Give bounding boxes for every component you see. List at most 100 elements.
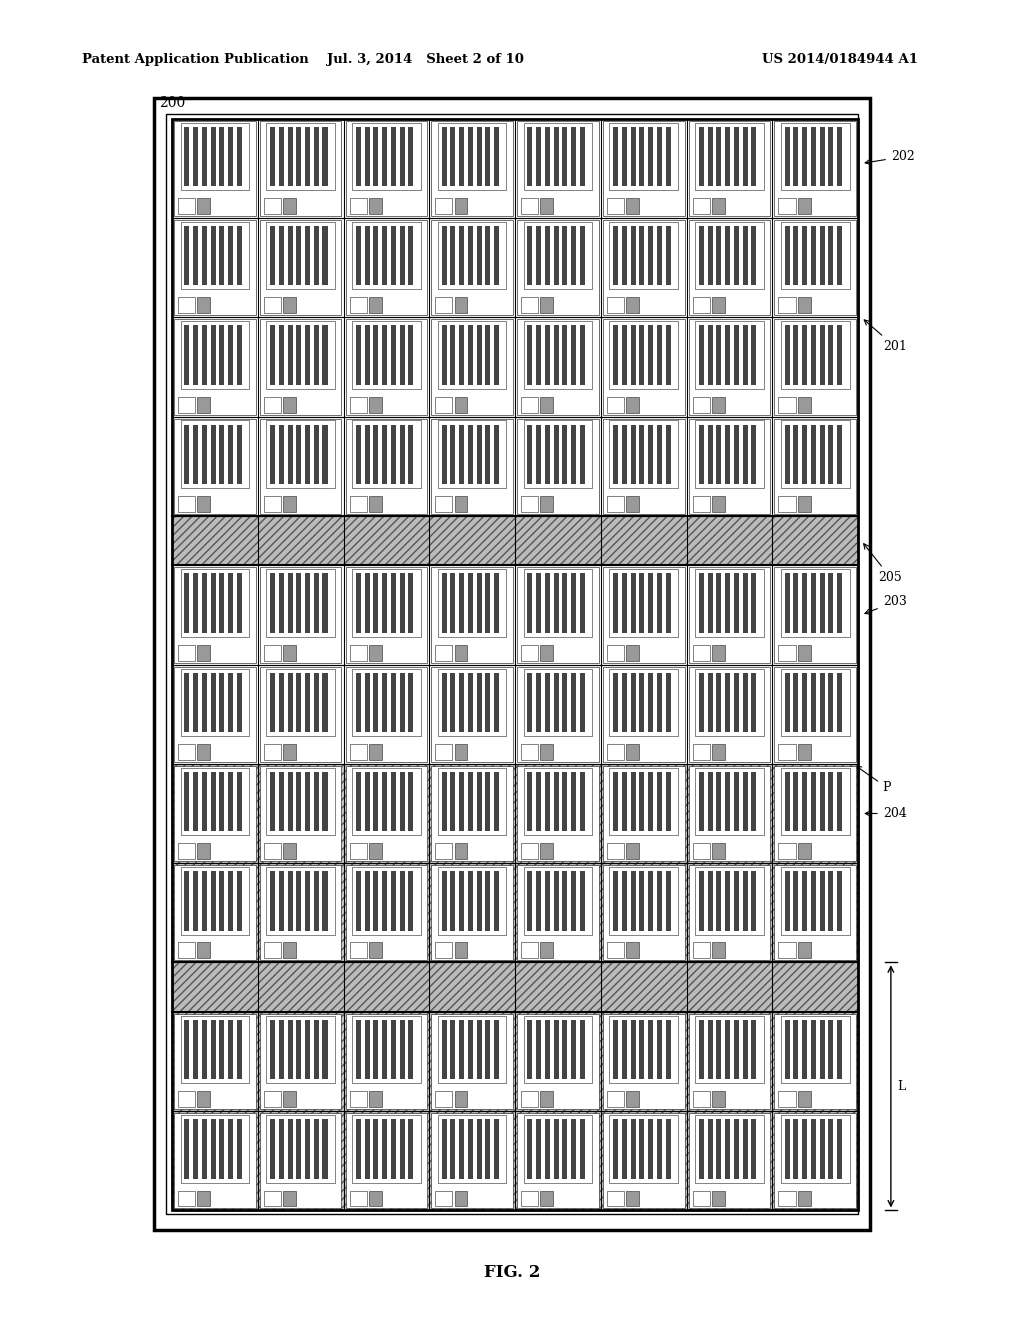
Bar [270,673,275,733]
Bar [725,1020,730,1080]
Bar [288,573,293,632]
Bar [451,127,456,186]
Bar [441,1020,446,1080]
Bar [451,871,456,931]
Bar [828,573,834,632]
Bar [784,1020,790,1080]
Bar [798,942,811,958]
Bar [228,1119,233,1179]
Bar [455,843,468,859]
Bar [198,644,210,660]
Bar [346,319,427,414]
Bar [313,1119,318,1179]
Bar [228,1020,233,1080]
Bar [346,220,427,315]
Bar [178,1092,196,1107]
Bar [356,772,361,832]
Bar [717,226,722,285]
Bar [264,843,281,859]
Bar [541,198,553,214]
Bar [527,1020,532,1080]
Bar [219,226,224,285]
Bar [717,127,722,186]
Bar [689,1014,770,1109]
Bar [266,321,335,388]
Bar [178,198,196,214]
Bar [323,127,328,186]
Bar [455,397,468,413]
Bar [699,871,705,931]
Bar [828,1119,834,1179]
Bar [391,127,396,186]
Bar [648,127,653,186]
Bar [631,325,636,384]
Bar [752,226,757,285]
Bar [717,425,722,484]
Bar [802,325,807,384]
Bar [431,1113,513,1208]
Bar [828,871,834,931]
Bar [554,871,559,931]
Bar [554,1119,559,1179]
Bar [692,942,710,958]
Bar [666,673,671,733]
Bar [391,673,396,733]
Bar [517,667,599,762]
Bar [438,1115,507,1183]
Bar [537,226,542,285]
Bar [734,871,739,931]
Bar [296,871,301,931]
Bar [352,321,421,388]
Bar [202,871,207,931]
Bar [666,871,671,931]
Bar [537,425,542,484]
Bar [708,673,713,733]
Bar [774,1014,856,1109]
Bar [725,673,730,733]
Bar [369,744,382,760]
Bar [349,942,367,958]
Bar [545,425,550,484]
Bar [609,421,678,488]
Bar [603,418,684,513]
Bar [468,425,473,484]
Bar [346,865,427,961]
Bar [485,772,490,832]
Bar [695,569,764,636]
Bar [459,127,464,186]
Bar [369,1092,382,1107]
Bar [819,325,824,384]
Bar [828,1020,834,1080]
Bar [571,871,577,931]
Bar [435,496,453,512]
Bar [279,1020,284,1080]
Bar [781,1115,850,1183]
Bar [237,871,242,931]
Bar [541,1191,553,1206]
Bar [752,573,757,632]
Bar [774,220,856,315]
Bar [527,573,532,632]
Bar [517,568,599,663]
Bar [313,772,318,832]
Bar [202,573,207,632]
Bar [382,673,387,733]
Bar [798,198,811,214]
Bar [279,325,284,384]
Bar [609,222,678,289]
Bar [781,768,850,836]
Bar [811,425,816,484]
Bar [521,198,539,214]
Text: US 2014/0184944 A1: US 2014/0184944 A1 [762,53,918,66]
Bar [374,1020,379,1080]
Bar [305,772,310,832]
Bar [313,226,318,285]
Bar [725,772,730,832]
Bar [374,127,379,186]
Bar [369,1191,382,1206]
Bar [742,325,748,384]
Bar [313,573,318,632]
Bar [323,772,328,832]
Bar [819,1020,824,1080]
Text: 202: 202 [865,150,914,165]
